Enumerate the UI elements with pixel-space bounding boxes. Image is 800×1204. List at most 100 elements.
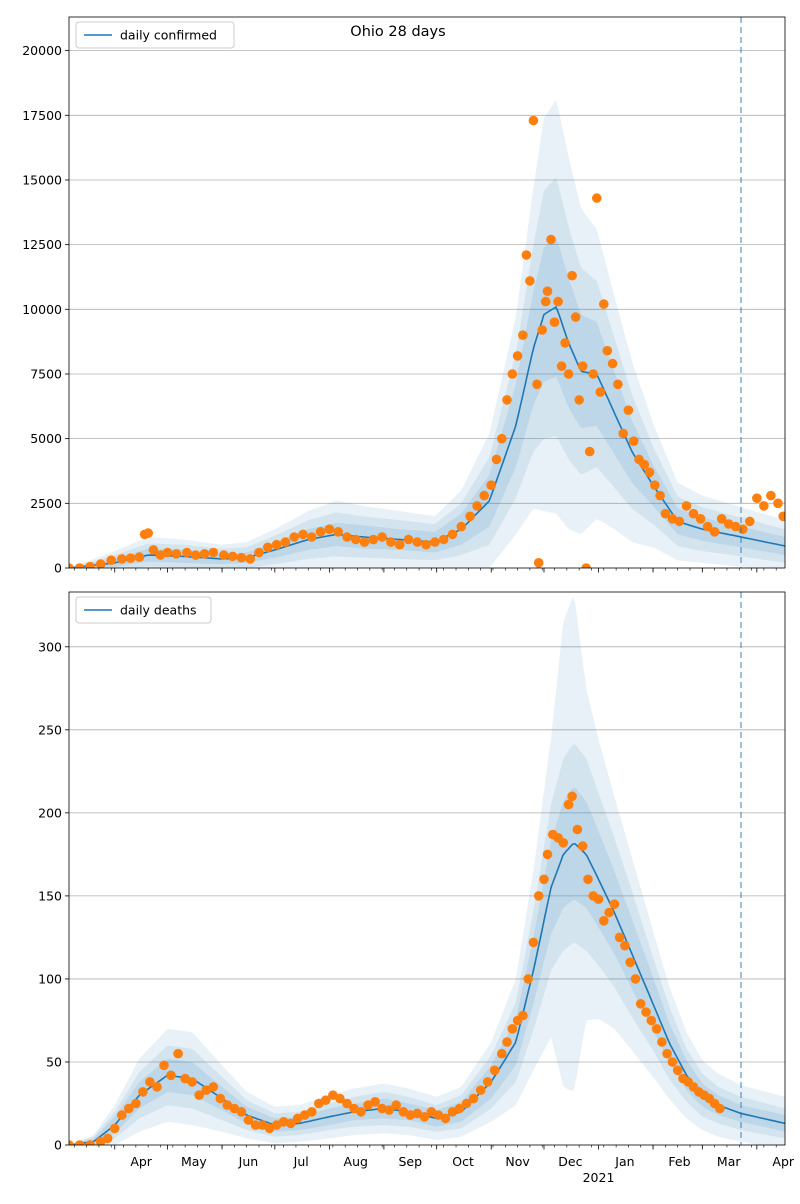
data-point xyxy=(359,537,370,547)
data-point xyxy=(593,894,604,904)
data-point xyxy=(124,1103,134,1114)
data-point xyxy=(609,899,620,909)
data-point xyxy=(709,527,720,537)
data-point xyxy=(630,974,641,984)
data-point xyxy=(351,534,361,545)
data-point xyxy=(289,532,300,542)
plot-area xyxy=(69,597,785,1145)
y-tick-label: 0 xyxy=(54,561,62,576)
data-point xyxy=(620,940,630,951)
data-point xyxy=(623,405,634,416)
data-point xyxy=(394,539,405,550)
data-point xyxy=(307,532,317,542)
data-point xyxy=(245,554,255,564)
data-point xyxy=(475,1085,486,1095)
x-year-label: 2021 xyxy=(583,1170,615,1185)
x-tick-label: Nov xyxy=(505,1154,530,1169)
data-point xyxy=(125,553,136,563)
data-point xyxy=(215,1093,226,1104)
data-point xyxy=(592,193,602,203)
data-point xyxy=(315,527,326,537)
data-point xyxy=(574,395,584,405)
data-point xyxy=(667,1057,678,1067)
data-point xyxy=(438,534,449,545)
data-point xyxy=(162,547,173,558)
data-point xyxy=(542,849,553,860)
x-tick-label: May xyxy=(181,1154,207,1169)
data-point xyxy=(588,369,598,379)
data-point xyxy=(145,1077,155,1087)
y-tick-label: 0 xyxy=(54,1138,62,1153)
axes-frame xyxy=(68,16,786,569)
data-point xyxy=(472,501,482,511)
data-point xyxy=(250,1120,261,1130)
y-tick-label: 7500 xyxy=(30,366,62,381)
data-point xyxy=(117,1110,127,1120)
data-point xyxy=(430,537,440,547)
data-point xyxy=(614,932,625,943)
data-point xyxy=(577,361,588,372)
data-point xyxy=(356,1107,366,1117)
data-point xyxy=(285,1118,296,1129)
data-point xyxy=(778,511,785,522)
data-point xyxy=(518,1010,528,1021)
data-point xyxy=(403,534,414,545)
data-point xyxy=(539,874,549,885)
data-point xyxy=(222,1100,233,1110)
y-tick-label: 250 xyxy=(38,722,62,737)
data-point xyxy=(465,511,475,522)
data-point xyxy=(604,907,614,918)
data-point xyxy=(546,234,556,245)
data-point xyxy=(391,1100,402,1110)
data-point xyxy=(194,1090,204,1100)
x-tick-label: Aug xyxy=(344,1154,368,1169)
data-point xyxy=(447,529,458,540)
data-point xyxy=(208,547,219,558)
data-point xyxy=(502,1037,512,1047)
data-point xyxy=(766,490,776,501)
data-point xyxy=(660,508,671,519)
data-point xyxy=(479,490,490,501)
data-point xyxy=(468,1093,479,1104)
data-point xyxy=(628,436,639,447)
data-point xyxy=(219,550,229,560)
data-point xyxy=(131,1098,141,1109)
y-tick-label: 200 xyxy=(38,805,62,820)
axes-frame xyxy=(68,591,786,1146)
data-point xyxy=(607,358,618,369)
y-tick-label: 17500 xyxy=(22,108,62,123)
x-tick-label: Dec xyxy=(558,1154,582,1169)
x-tick-label: Feb xyxy=(668,1154,690,1169)
y-tick-label: 15000 xyxy=(22,172,62,187)
data-point xyxy=(702,521,713,532)
data-point xyxy=(672,1065,683,1076)
data-point xyxy=(454,1103,465,1114)
uncertainty-band-band50 xyxy=(69,787,785,1145)
data-point xyxy=(486,480,497,491)
y-tick-label: 2500 xyxy=(30,496,62,511)
data-point xyxy=(618,428,628,439)
panel-1: 0 2500 5000 7500 10000 12500 15000 17500 20000 da… xyxy=(22,16,786,576)
data-point xyxy=(412,1108,423,1119)
data-point xyxy=(570,312,581,322)
data-point xyxy=(412,537,423,547)
data-point xyxy=(440,1113,451,1124)
data-point xyxy=(595,387,606,397)
chart-title: Ohio 28 days xyxy=(350,24,445,40)
data-point xyxy=(159,1060,169,1071)
x-tick-label: Mar xyxy=(717,1154,741,1169)
data-point xyxy=(173,1048,183,1059)
data-point xyxy=(321,1095,331,1105)
data-point xyxy=(307,1107,317,1117)
data-point xyxy=(581,563,591,568)
data-point xyxy=(657,1037,667,1047)
data-point xyxy=(553,296,563,307)
data-point xyxy=(599,916,609,926)
data-point xyxy=(572,824,583,835)
data-point xyxy=(491,454,502,465)
data-point xyxy=(773,498,783,509)
data-point xyxy=(109,1123,120,1134)
data-point xyxy=(583,874,593,885)
data-point xyxy=(324,524,335,534)
data-point xyxy=(95,559,106,568)
